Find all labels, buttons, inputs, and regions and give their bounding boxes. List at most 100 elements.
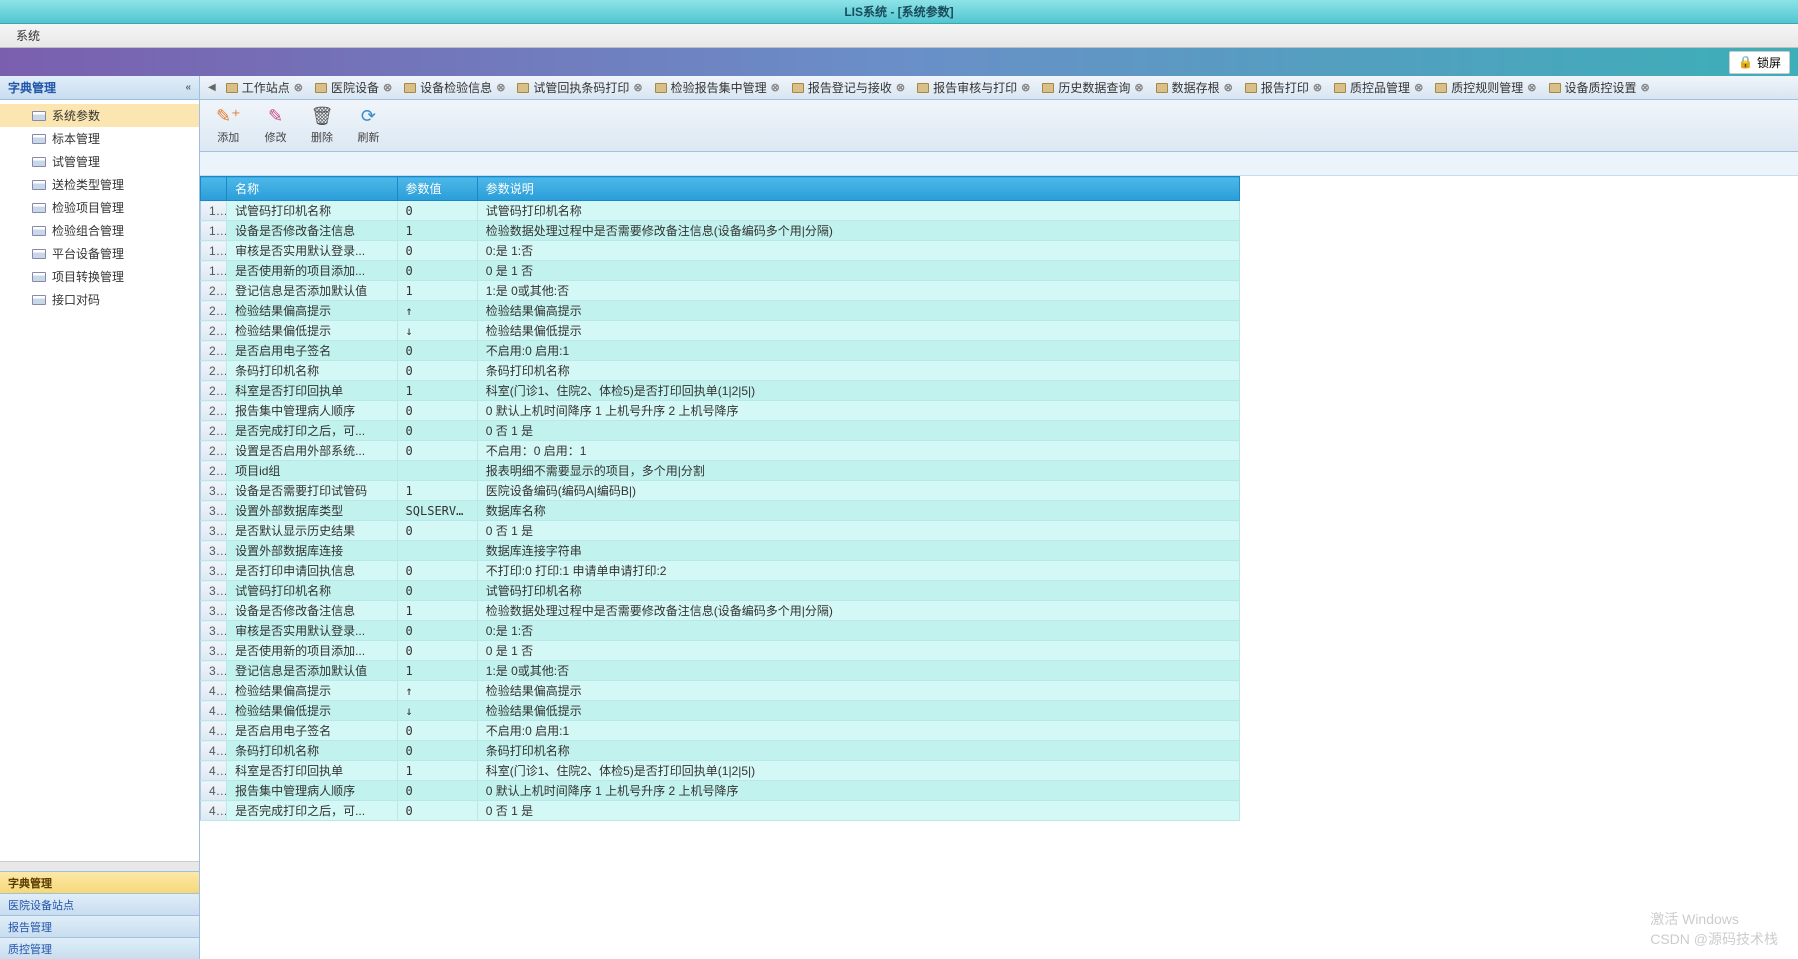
- table-row[interactable]: 45报告集中管理病人顺序00 默认上机时间降序 1 上机号升序 2 上机号降序: [201, 781, 1240, 801]
- sidebar-item[interactable]: 送检类型管理: [0, 173, 199, 196]
- tab[interactable]: 数据存根⊗: [1150, 77, 1239, 98]
- cell-description: 0 否 1 是: [477, 801, 1239, 821]
- cell-description: 0 否 1 是: [477, 421, 1239, 441]
- sidebar-footer-item[interactable]: 报告管理: [0, 915, 199, 937]
- table-row[interactable]: 42是否启用电子签名0不启用:0 启用:1: [201, 721, 1240, 741]
- tab[interactable]: 设备质控设置⊗: [1543, 77, 1656, 98]
- close-icon[interactable]: ⊗: [294, 81, 303, 94]
- cell-description: 检验结果偏高提示: [477, 301, 1239, 321]
- sidebar-scrollbar[interactable]: [0, 861, 199, 871]
- table-row[interactable]: 17设备是否修改备注信息1检验数据处理过程中是否需要修改备注信息(设备编码多个用…: [201, 221, 1240, 241]
- sidebar-item[interactable]: 平台设备管理: [0, 242, 199, 265]
- table-row[interactable]: 24条码打印机名称0条码打印机名称: [201, 361, 1240, 381]
- lock-icon: 🔒: [1738, 55, 1753, 69]
- row-number: 27: [201, 421, 227, 441]
- close-icon[interactable]: ⊗: [1641, 81, 1650, 94]
- cell-name: 试管码打印机名称: [227, 581, 397, 601]
- table-row[interactable]: 26报告集中管理病人顺序00 默认上机时间降序 1 上机号升序 2 上机号降序: [201, 401, 1240, 421]
- table-row[interactable]: 41检验结果偏低提示↓检验结果偏低提示: [201, 701, 1240, 721]
- tab[interactable]: 历史数据查询⊗: [1036, 77, 1149, 98]
- table-row[interactable]: 21检验结果偏高提示↑检验结果偏高提示: [201, 301, 1240, 321]
- table-row[interactable]: 28设置是否启用外部系统...0不启用：0 启用：1: [201, 441, 1240, 461]
- tab[interactable]: 报告审核与打印⊗: [911, 77, 1036, 98]
- table-row[interactable]: 35试管码打印机名称0试管码打印机名称: [201, 581, 1240, 601]
- sidebar-footer-item[interactable]: 医院设备站点: [0, 893, 199, 915]
- table-row[interactable]: 30设备是否需要打印试管码1医院设备编码(编码A|编码B|): [201, 481, 1240, 501]
- table-row[interactable]: 46是否完成打印之后，可...00 否 1 是: [201, 801, 1240, 821]
- tab[interactable]: 报告打印⊗: [1239, 77, 1328, 98]
- table-row[interactable]: 31设置外部数据库类型SQLSERVER数据库名称: [201, 501, 1240, 521]
- table-row[interactable]: 34是否打印申请回执信息0不打印:0 打印:1 申请单申请打印:2: [201, 561, 1240, 581]
- tab[interactable]: 试管回执条码打印⊗: [511, 77, 648, 98]
- sidebar-item[interactable]: 项目转换管理: [0, 265, 199, 288]
- sidebar-item[interactable]: 检验组合管理: [0, 219, 199, 242]
- tab[interactable]: 设备检验信息 ⊗: [398, 77, 511, 98]
- table-row[interactable]: 33设置外部数据库连接数据库连接字符串: [201, 541, 1240, 561]
- close-icon[interactable]: ⊗: [1527, 81, 1536, 94]
- cell-description: 检验结果偏低提示: [477, 701, 1239, 721]
- folder-icon: [32, 134, 46, 144]
- table-row[interactable]: 23是否启用电子签名0不启用:0 启用:1: [201, 341, 1240, 361]
- collapse-icon[interactable]: «: [185, 82, 191, 93]
- table-row[interactable]: 37审核是否实用默认登录...00:是 1:否: [201, 621, 1240, 641]
- close-icon[interactable]: ⊗: [633, 81, 642, 94]
- table-row[interactable]: 20登记信息是否添加默认值11:是 0或其他:否: [201, 281, 1240, 301]
- close-icon[interactable]: ⊗: [1313, 81, 1322, 94]
- table-row[interactable]: 36设备是否修改备注信息1检验数据处理过程中是否需要修改备注信息(设备编码多个用…: [201, 601, 1240, 621]
- lock-screen-button[interactable]: 🔒 锁屏: [1729, 51, 1790, 74]
- cell-value: 0: [397, 341, 477, 361]
- table-row[interactable]: 18审核是否实用默认登录...00:是 1:否: [201, 241, 1240, 261]
- table-row[interactable]: 40检验结果偏高提示↑检验结果偏高提示: [201, 681, 1240, 701]
- cell-value: 0: [397, 581, 477, 601]
- table-row[interactable]: 19是否使用新的项目添加...00 是 1 否: [201, 261, 1240, 281]
- tab[interactable]: 质控规则管理⊗: [1429, 77, 1542, 98]
- close-icon[interactable]: ⊗: [383, 81, 392, 94]
- sidebar-item[interactable]: 检验项目管理: [0, 196, 199, 219]
- cell-name: 是否使用新的项目添加...: [227, 261, 397, 281]
- sidebar-footer-item[interactable]: 质控管理: [0, 937, 199, 959]
- close-icon[interactable]: ⊗: [771, 81, 780, 94]
- close-icon[interactable]: ⊗: [896, 81, 905, 94]
- close-icon[interactable]: ⊗: [496, 81, 505, 94]
- table-row[interactable]: 29项目id组报表明细不需要显示的项目，多个用|分割: [201, 461, 1240, 481]
- tab-label: 设备检验信息: [420, 79, 492, 96]
- table-row[interactable]: 25科室是否打印回执单1科室(门诊1、住院2、体检5)是否打印回执单(1|2|5…: [201, 381, 1240, 401]
- close-icon[interactable]: ⊗: [1134, 81, 1143, 94]
- table-row[interactable]: 32是否默认显示历史结果00 否 1 是: [201, 521, 1240, 541]
- table-wrapper[interactable]: 名称 参数值 参数说明 16试管码打印机名称0试管码打印机名称17设备是否修改备…: [200, 176, 1798, 959]
- table-row[interactable]: 43条码打印机名称0条码打印机名称: [201, 741, 1240, 761]
- sidebar-item[interactable]: 接口对码: [0, 288, 199, 311]
- tab[interactable]: 质控品管理⊗: [1328, 77, 1429, 98]
- delete-button[interactable]: 🗑 删除: [307, 103, 338, 149]
- row-number: 29: [201, 461, 227, 481]
- tab-scroll-left-icon[interactable]: ◀: [204, 82, 220, 93]
- tab[interactable]: 工作站点⊗: [220, 77, 309, 98]
- edit-button[interactable]: ✎ 修改: [261, 103, 291, 149]
- sidebar-footer-item[interactable]: 字典管理: [0, 871, 199, 893]
- add-button[interactable]: ✎⁺ 添加: [212, 103, 245, 149]
- sidebar-item[interactable]: 系统参数: [0, 104, 199, 127]
- table-row[interactable]: 22检验结果偏低提示↓检验结果偏低提示: [201, 321, 1240, 341]
- cell-name: 是否默认显示历史结果: [227, 521, 397, 541]
- row-number: 25: [201, 381, 227, 401]
- close-icon[interactable]: ⊗: [1021, 81, 1030, 94]
- table-row[interactable]: 27是否完成打印之后，可...00 否 1 是: [201, 421, 1240, 441]
- cell-name: 报告集中管理病人顺序: [227, 401, 397, 421]
- menu-system[interactable]: 系统: [8, 25, 48, 46]
- tab[interactable]: 医院设备⊗: [309, 77, 398, 98]
- table-row[interactable]: 39登记信息是否添加默认值11:是 0或其他:否: [201, 661, 1240, 681]
- th-description[interactable]: 参数说明: [477, 177, 1239, 201]
- close-icon[interactable]: ⊗: [1414, 81, 1423, 94]
- th-value[interactable]: 参数值: [397, 177, 477, 201]
- refresh-button[interactable]: ⟳ 刷新: [353, 103, 383, 149]
- th-name[interactable]: 名称: [227, 177, 397, 201]
- table-row[interactable]: 44科室是否打印回执单1科室(门诊1、住院2、体检5)是否打印回执单(1|2|5…: [201, 761, 1240, 781]
- tab[interactable]: 报告登记与接收⊗: [786, 77, 911, 98]
- row-number: 40: [201, 681, 227, 701]
- table-row[interactable]: 16试管码打印机名称0试管码打印机名称: [201, 201, 1240, 221]
- table-row[interactable]: 38是否使用新的项目添加...00 是 1 否: [201, 641, 1240, 661]
- sidebar-item[interactable]: 标本管理: [0, 127, 199, 150]
- close-icon[interactable]: ⊗: [1224, 81, 1233, 94]
- sidebar-item[interactable]: 试管管理: [0, 150, 199, 173]
- tab[interactable]: 检验报告集中管理⊗: [649, 77, 786, 98]
